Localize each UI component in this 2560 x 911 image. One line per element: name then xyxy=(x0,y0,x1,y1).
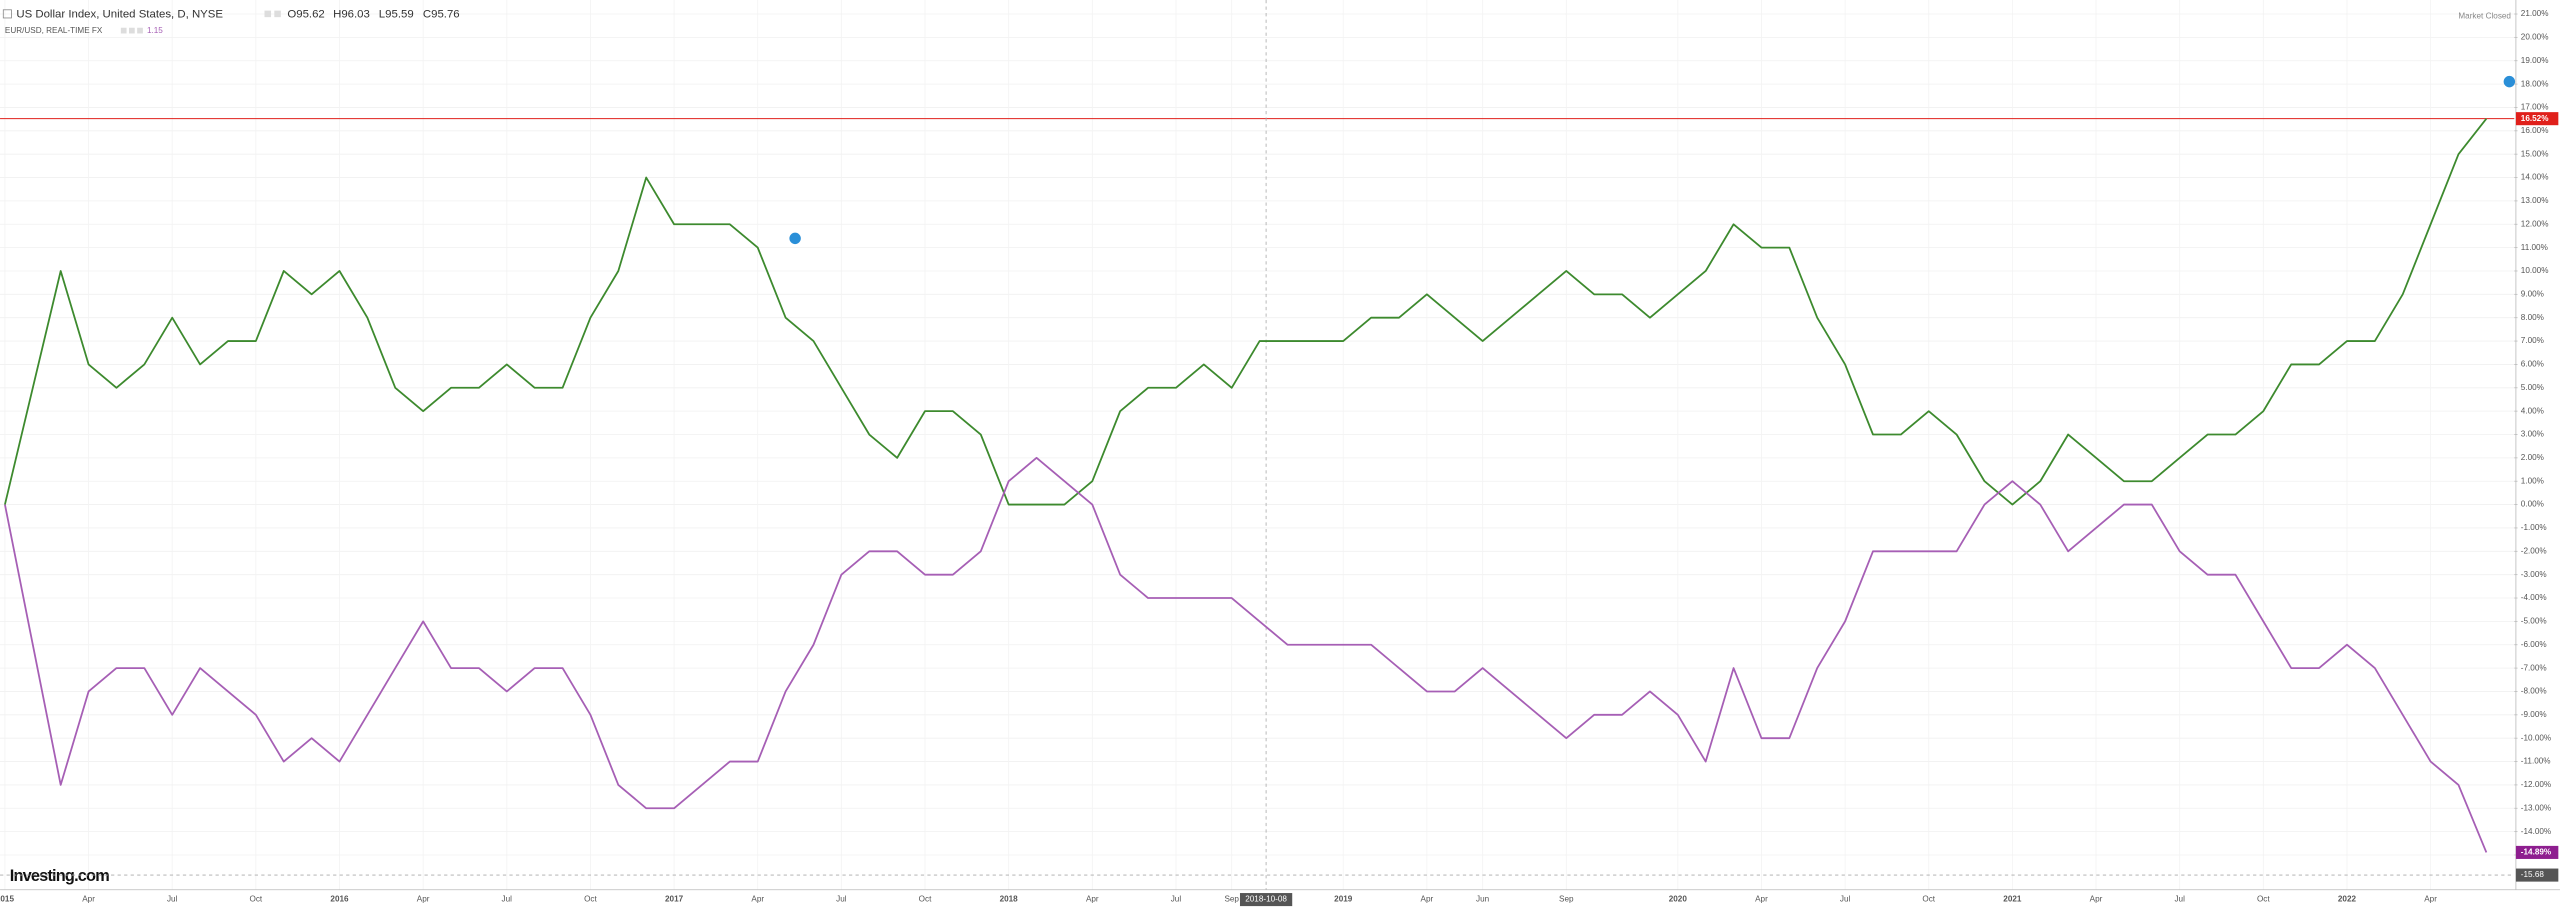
event-marker[interactable] xyxy=(2503,75,2516,88)
y-tick-label: 0.00% xyxy=(2521,500,2544,509)
y-tick-label: 8.00% xyxy=(2521,313,2544,322)
y-tick-label: -7.00% xyxy=(2521,663,2547,672)
y-tick-label: 12.00% xyxy=(2521,219,2549,228)
last-value-bg xyxy=(2515,112,2559,126)
y-tick-label: 19.00% xyxy=(2521,56,2549,65)
y-tick-label: 2.00% xyxy=(2521,453,2544,462)
crosshair-label-bg xyxy=(1239,893,1293,907)
overlay-icon[interactable] xyxy=(120,27,127,34)
y-tick-label: 9.00% xyxy=(2521,289,2544,298)
overlay-icon[interactable] xyxy=(129,27,135,34)
ohlc-close: C95.76 xyxy=(423,9,460,21)
settings-icon[interactable] xyxy=(264,10,272,18)
y-tick-label: -12.00% xyxy=(2521,780,2551,789)
x-tick-label: Sep xyxy=(1224,895,1239,904)
y-tick-label: -4.00% xyxy=(2521,593,2547,602)
market-status: Market Closed xyxy=(2458,11,2511,20)
x-tick-label: 2022 xyxy=(2338,895,2357,904)
overlay-icon[interactable] xyxy=(137,27,143,34)
x-tick-label: Apr xyxy=(751,895,764,904)
y-tick-label: 7.00% xyxy=(2521,336,2544,345)
x-tick-label: Apr xyxy=(417,895,430,904)
y-tick-label: 13.00% xyxy=(2521,196,2549,205)
last-value-bg xyxy=(2515,845,2559,859)
y-tick-label: 17.00% xyxy=(2521,103,2549,112)
x-tick-label: Jul xyxy=(502,895,513,904)
x-tick-label: Jul xyxy=(167,895,178,904)
x-tick-label: 2016 xyxy=(330,895,349,904)
x-tick-label: Jul xyxy=(836,895,847,904)
event-marker[interactable] xyxy=(789,232,801,245)
y-tick-label: -9.00% xyxy=(2521,710,2547,719)
series-line xyxy=(4,456,2488,853)
x-tick-label: Oct xyxy=(584,895,597,904)
y-tick-label: -14.00% xyxy=(2521,827,2551,836)
y-tick-label: -10.00% xyxy=(2521,733,2551,742)
x-tick-label: Apr xyxy=(2090,895,2103,904)
y-tick-label: 18.00% xyxy=(2521,79,2549,88)
x-tick-label: Oct xyxy=(2257,895,2270,904)
close-icon[interactable] xyxy=(274,10,281,18)
x-tick-label: Oct xyxy=(1922,895,1935,904)
x-tick-label: Apr xyxy=(1755,895,1768,904)
y-tick-label: 1.00% xyxy=(2521,476,2544,485)
overlay-name: EUR/USD, REAL-TIME FX xyxy=(5,26,103,35)
ohlc-high: H96.03 xyxy=(333,9,370,21)
y-tick-label: -8.00% xyxy=(2521,687,2547,696)
y-tick-label: 5.00% xyxy=(2521,383,2544,392)
x-tick-label: Jul xyxy=(2174,895,2185,904)
y-tick-label: -3.00% xyxy=(2521,570,2547,579)
y-tick-label: -11.00% xyxy=(2521,757,2551,766)
x-tick-label: 2021 xyxy=(2003,895,2022,904)
collapse-icon[interactable] xyxy=(2,9,12,19)
crosshair-label: 2018-10-08 xyxy=(1245,895,1287,904)
series-line xyxy=(4,118,2488,506)
y-tick-label: 6.00% xyxy=(2521,360,2544,369)
last-value-label: -14.89% xyxy=(2521,848,2552,857)
y-tick-label: -5.00% xyxy=(2521,617,2547,626)
y-tick-label: -6.00% xyxy=(2521,640,2547,649)
x-tick-label: Sep xyxy=(1559,895,1574,904)
x-tick-label: Oct xyxy=(250,895,263,904)
x-tick-label: 2017 xyxy=(665,895,684,904)
overlay-value: 1.15 xyxy=(147,26,163,35)
y-tick-label: 21.00% xyxy=(2521,9,2549,18)
last-value-label: 16.52% xyxy=(2521,114,2549,123)
y-tick-label: 10.00% xyxy=(2521,266,2549,275)
y-tick-label: 16.00% xyxy=(2521,126,2549,135)
crosshair-y-label-bg xyxy=(2515,868,2559,882)
y-tick-label: 3.00% xyxy=(2521,430,2544,439)
x-tick-label: 2015 xyxy=(0,895,14,904)
y-tick-label: 15.00% xyxy=(2521,149,2549,158)
crosshair-y-label: -15.68 xyxy=(2521,870,2545,879)
x-tick-label: Jul xyxy=(1840,895,1851,904)
y-tick-label: 14.00% xyxy=(2521,173,2549,182)
x-tick-label: 2018 xyxy=(1000,895,1019,904)
y-tick-label: -2.00% xyxy=(2521,546,2547,555)
y-tick-label: -13.00% xyxy=(2521,803,2551,812)
y-tick-label: 11.00% xyxy=(2521,243,2548,252)
x-tick-label: Jun xyxy=(1476,895,1489,904)
x-tick-label: Apr xyxy=(1086,895,1099,904)
y-tick-label: -1.00% xyxy=(2521,523,2547,532)
logo: Investing.com xyxy=(10,867,109,885)
x-tick-label: 2019 xyxy=(1334,895,1353,904)
ohlc-low: L95.59 xyxy=(379,9,414,21)
y-tick-label: 20.00% xyxy=(2521,33,2549,42)
x-tick-label: Jul xyxy=(1171,895,1182,904)
x-tick-label: Apr xyxy=(82,895,95,904)
x-tick-label: 2020 xyxy=(1669,895,1688,904)
x-tick-label: Apr xyxy=(2424,895,2437,904)
header-title: US Dollar Index, United States, D, NYSE xyxy=(16,9,223,21)
x-tick-label: Oct xyxy=(919,895,932,904)
y-tick-label: 4.00% xyxy=(2521,406,2544,415)
ohlc-open: O95.62 xyxy=(287,9,324,21)
x-tick-label: Apr xyxy=(1421,895,1434,904)
